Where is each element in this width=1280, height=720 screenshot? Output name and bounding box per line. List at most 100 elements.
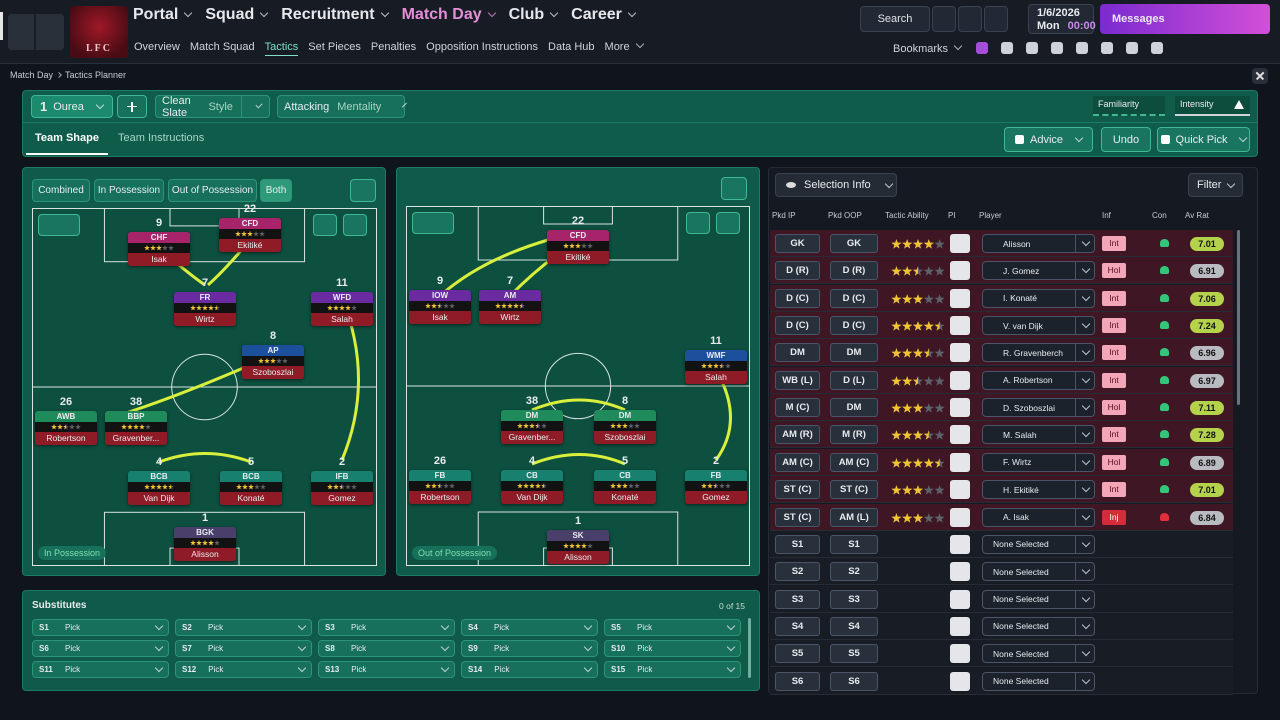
player-card[interactable]: CB Van Dijk <box>501 470 563 504</box>
player-card[interactable]: CFD Ekitiké <box>547 230 609 264</box>
sub-slot[interactable]: S3 Pick <box>318 619 455 636</box>
pi-button[interactable] <box>950 452 970 472</box>
sub-nav-item[interactable]: Penalties <box>371 41 416 56</box>
bookmark-icon[interactable] <box>1026 42 1038 54</box>
action-button[interactable]: Undo <box>1101 127 1151 152</box>
pitch-tool-button[interactable] <box>343 214 367 236</box>
sub-slot[interactable]: S8 Pick <box>318 640 455 657</box>
pi-button[interactable] <box>950 480 970 500</box>
sub-slot[interactable]: S4 Pick <box>461 619 598 636</box>
bookmark-icon[interactable] <box>1126 42 1138 54</box>
main-nav-item[interactable]: Career <box>571 6 637 24</box>
player-card[interactable]: AM Wirtz <box>479 290 541 324</box>
main-nav-item[interactable]: Club <box>509 6 559 24</box>
player-card[interactable]: BGK Alisson <box>174 527 236 561</box>
player-card[interactable]: CHF Isak <box>128 232 190 266</box>
main-nav-item[interactable]: Portal <box>133 6 193 24</box>
sub-slot[interactable]: S2 Pick <box>175 619 312 636</box>
sub-slot[interactable]: S5 Pick <box>604 619 741 636</box>
close-button[interactable] <box>1252 68 1268 84</box>
pitch-tool-button[interactable] <box>716 212 740 234</box>
player-dropdown[interactable]: None Selected <box>982 534 1095 554</box>
pitch-tool-button[interactable] <box>686 212 710 234</box>
pi-button[interactable] <box>950 644 970 664</box>
player-dropdown[interactable]: None Selected <box>982 644 1095 664</box>
sub-slot[interactable]: S9 Pick <box>461 640 598 657</box>
bookmark-icon[interactable] <box>1151 42 1163 54</box>
player-card[interactable]: FB Gomez <box>685 470 747 504</box>
selection-info-button[interactable]: Selection Info <box>775 173 897 197</box>
action-button[interactable]: Quick Pick <box>1157 127 1250 152</box>
bookmark-icon[interactable] <box>1101 42 1113 54</box>
top-icon-button[interactable] <box>932 6 956 32</box>
pitch-tool-button[interactable] <box>313 214 337 236</box>
player-dropdown[interactable]: None Selected <box>982 589 1095 609</box>
player-dropdown[interactable]: A. Isak <box>982 507 1095 527</box>
centre-button[interactable] <box>350 179 376 202</box>
sub-nav-item[interactable]: More <box>605 39 644 56</box>
top-icon-button[interactable] <box>984 6 1008 32</box>
centre-button[interactable] <box>721 177 747 200</box>
sub-slot[interactable]: S14 Pick <box>461 661 598 678</box>
action-button[interactable]: Advice <box>1004 127 1093 152</box>
sub-nav-item[interactable]: Match Squad <box>190 41 255 56</box>
pi-button[interactable] <box>950 234 970 253</box>
bookmark-icon[interactable] <box>976 42 988 54</box>
pitch-view-button[interactable] <box>38 214 80 236</box>
messages-button[interactable]: Messages <box>1100 4 1270 34</box>
pitch-view-button[interactable] <box>412 212 454 234</box>
player-card[interactable]: IFB Gomez <box>311 471 373 505</box>
sub-slot[interactable]: S1 Pick <box>32 619 169 636</box>
player-dropdown[interactable]: H. Ekitiké <box>982 480 1095 500</box>
player-card[interactable]: CFD Ekitiké <box>219 218 281 252</box>
pi-button[interactable] <box>950 425 970 445</box>
mentality-select[interactable]: Attacking Mentality <box>277 95 408 118</box>
player-dropdown[interactable]: R. Gravenberch <box>982 343 1095 363</box>
player-card[interactable]: DM Gravenber... <box>501 410 563 444</box>
shape-filter[interactable]: In Possession <box>94 179 164 202</box>
pi-button[interactable] <box>950 370 970 390</box>
player-dropdown[interactable]: None Selected <box>982 671 1095 691</box>
player-dropdown[interactable]: None Selected <box>982 562 1095 582</box>
player-card[interactable]: AP Szoboszlai <box>242 345 304 379</box>
player-dropdown[interactable]: A. Robertson <box>982 370 1095 390</box>
player-dropdown[interactable]: M. Salah <box>982 425 1095 445</box>
pi-button[interactable] <box>950 616 970 636</box>
player-dropdown[interactable]: I. Konaté <box>982 288 1095 308</box>
player-card[interactable]: AWB Robertson <box>35 411 97 445</box>
player-card[interactable]: FB Robertson <box>409 470 471 504</box>
player-card[interactable]: BBP Gravenber... <box>105 411 167 445</box>
pi-button[interactable] <box>950 562 970 582</box>
sub-slot[interactable]: S13 Pick <box>318 661 455 678</box>
main-nav-item[interactable]: Squad <box>205 6 269 24</box>
player-card[interactable]: IOW Isak <box>409 290 471 324</box>
player-card[interactable]: WFD Salah <box>311 292 373 326</box>
player-card[interactable]: BCB Konaté <box>220 471 282 505</box>
player-dropdown[interactable]: F. Wirtz <box>982 452 1095 472</box>
sub-nav-item[interactable]: Set Pieces <box>308 41 361 56</box>
player-card[interactable]: SK Alisson <box>547 530 609 564</box>
sub-nav-item[interactable]: Overview <box>134 41 180 56</box>
sub-slot[interactable]: S15 Pick <box>604 661 741 678</box>
shape-filter[interactable]: Out of Possession <box>168 179 257 202</box>
sub-slot[interactable]: S7 Pick <box>175 640 312 657</box>
player-card[interactable]: CB Konaté <box>594 470 656 504</box>
tactic-select[interactable]: 1 Ourea <box>31 95 113 118</box>
pi-button[interactable] <box>950 343 970 363</box>
sub-nav-item[interactable]: Opposition Instructions <box>426 41 538 56</box>
bookmark-icon[interactable] <box>1001 42 1013 54</box>
search-button[interactable]: Search <box>860 6 930 32</box>
main-nav-item[interactable]: Match Day <box>402 6 496 24</box>
tab[interactable]: Team Instructions <box>118 132 205 144</box>
pi-button[interactable] <box>950 589 970 609</box>
add-tactic-button[interactable] <box>117 95 147 118</box>
player-dropdown[interactable]: D. Szoboszlai <box>982 398 1095 418</box>
player-card[interactable]: WMF Salah <box>685 350 747 384</box>
filter-button[interactable]: Filter <box>1188 173 1243 197</box>
player-dropdown[interactable]: V. van Dijk <box>982 316 1095 336</box>
main-nav-item[interactable]: Recruitment <box>281 6 389 24</box>
sub-slot[interactable]: S6 Pick <box>32 640 169 657</box>
player-card[interactable]: FR Wirtz <box>174 292 236 326</box>
player-card[interactable]: DM Szoboszlai <box>594 410 656 444</box>
pi-button[interactable] <box>950 288 970 308</box>
